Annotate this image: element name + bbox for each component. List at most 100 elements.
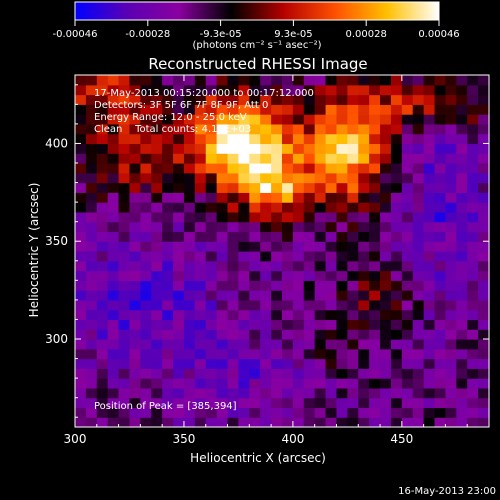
heatmap-cell bbox=[282, 329, 294, 340]
heatmap-cell bbox=[434, 270, 447, 281]
heatmap-cell bbox=[96, 387, 109, 399]
heatmap-cell bbox=[369, 143, 381, 154]
heatmap-cell bbox=[129, 211, 141, 223]
heatmap-cell bbox=[401, 319, 414, 330]
heatmap-cell bbox=[478, 270, 490, 281]
heatmap-cell bbox=[380, 133, 392, 145]
heatmap-cell bbox=[96, 358, 109, 369]
heatmap-cell bbox=[140, 358, 152, 369]
heatmap-cell bbox=[423, 290, 436, 301]
heatmap-cell bbox=[401, 309, 414, 321]
heatmap-cell bbox=[412, 75, 425, 86]
heatmap-cell bbox=[271, 75, 283, 86]
heatmap-cell bbox=[369, 133, 381, 145]
heatmap-cell bbox=[96, 143, 109, 154]
heatmap-cell bbox=[423, 143, 436, 154]
heatmap-cell bbox=[216, 290, 229, 301]
heatmap-cell bbox=[401, 104, 414, 115]
heatmap-cell bbox=[238, 319, 250, 330]
heatmap-cell bbox=[390, 84, 403, 96]
y-tick-label: 300 bbox=[45, 332, 68, 346]
colorbar: -0.00046 -0.00028 -9.3e-05 9.3e-05 0.00028 0.… bbox=[53, 1, 460, 51]
heatmap-cell bbox=[118, 172, 131, 184]
heatmap-cell bbox=[369, 387, 381, 399]
heatmap-cell bbox=[194, 163, 207, 174]
heatmap-cell bbox=[183, 270, 196, 281]
heatmap-cell bbox=[380, 84, 392, 96]
heatmap-cell bbox=[271, 397, 283, 409]
heatmap-cell bbox=[445, 329, 457, 340]
heatmap-cell bbox=[140, 407, 152, 418]
heatmap-cell bbox=[314, 143, 327, 154]
heatmap-cell bbox=[423, 368, 436, 379]
heatmap-cell bbox=[205, 348, 218, 360]
heatmap-cell bbox=[325, 241, 338, 252]
annotation-time: 17-May-2013 00:15:20.000 to 00:17:12.000 bbox=[94, 88, 314, 99]
heatmap-cell bbox=[325, 319, 338, 330]
heatmap-cell bbox=[216, 241, 229, 252]
heatmap-cell bbox=[303, 290, 316, 301]
heatmap-cell bbox=[75, 163, 87, 174]
heatmap-cell bbox=[434, 251, 447, 262]
colorbar-tick-label: 0.00028 bbox=[346, 29, 387, 40]
heatmap-cell bbox=[412, 133, 425, 145]
heatmap-cell bbox=[249, 387, 261, 399]
heatmap-cell bbox=[260, 387, 272, 399]
heatmap-cell bbox=[162, 290, 174, 301]
heatmap-cell bbox=[423, 84, 436, 96]
annotation-energy: Energy Range: 12.0 - 25.0 keV bbox=[94, 112, 247, 123]
heatmap-cell bbox=[401, 221, 414, 233]
heatmap-cell bbox=[173, 368, 185, 379]
y-tick-label: 400 bbox=[45, 136, 68, 150]
heatmap-cell bbox=[216, 153, 229, 164]
heatmap-cell bbox=[216, 182, 229, 193]
heatmap-cell bbox=[445, 417, 457, 428]
heatmap-cell bbox=[107, 397, 120, 409]
heatmap-cell bbox=[216, 260, 229, 272]
heatmap-cell bbox=[140, 133, 152, 145]
heatmap-cell bbox=[216, 114, 229, 125]
heatmap-cell bbox=[205, 368, 218, 379]
heatmap-cell bbox=[380, 417, 392, 428]
heatmap-cell bbox=[282, 143, 294, 154]
heatmap-cell bbox=[401, 192, 414, 203]
heatmap-cell bbox=[129, 75, 141, 86]
heatmap-cell bbox=[325, 153, 338, 164]
heatmap-cell bbox=[456, 251, 468, 262]
heatmap-cell bbox=[129, 397, 141, 409]
heatmap-cell bbox=[173, 387, 185, 399]
heatmap-cell bbox=[249, 104, 261, 115]
heatmap-cell bbox=[282, 319, 294, 330]
heatmap-cell bbox=[456, 75, 468, 86]
heatmap-cell bbox=[238, 153, 250, 164]
heatmap-cell bbox=[162, 104, 174, 115]
heatmap-cell bbox=[173, 319, 185, 330]
heatmap-cell bbox=[401, 358, 414, 369]
heatmap-cell bbox=[227, 270, 240, 281]
heatmap-cell bbox=[162, 123, 174, 135]
heatmap-cell bbox=[151, 378, 163, 389]
heatmap-cell bbox=[194, 94, 207, 105]
heatmap-cell bbox=[151, 192, 163, 203]
heatmap-cell bbox=[173, 172, 185, 184]
heatmap-cell bbox=[238, 299, 250, 311]
heatmap-cell bbox=[271, 319, 283, 330]
heatmap-cell bbox=[423, 280, 436, 291]
heatmap-cell bbox=[347, 339, 359, 350]
heatmap-cell bbox=[456, 133, 468, 145]
heatmap-cell bbox=[478, 163, 490, 174]
heatmap-cell bbox=[292, 397, 305, 409]
heatmap-cell bbox=[205, 387, 218, 399]
heatmap-cell bbox=[260, 172, 272, 184]
heatmap-cell bbox=[118, 75, 131, 86]
heatmap-cell bbox=[282, 241, 294, 252]
heatmap-cell bbox=[194, 153, 207, 164]
heatmap-cell bbox=[412, 231, 425, 242]
heatmap-cell bbox=[129, 231, 141, 242]
heatmap-cell bbox=[282, 123, 294, 135]
heatmap-cell bbox=[303, 104, 316, 115]
x-axis-label: Heliocentric X (arcsec) bbox=[190, 451, 326, 465]
heatmap-cell bbox=[292, 417, 305, 428]
heatmap-cell bbox=[380, 211, 392, 223]
heatmap-cell bbox=[478, 368, 490, 379]
